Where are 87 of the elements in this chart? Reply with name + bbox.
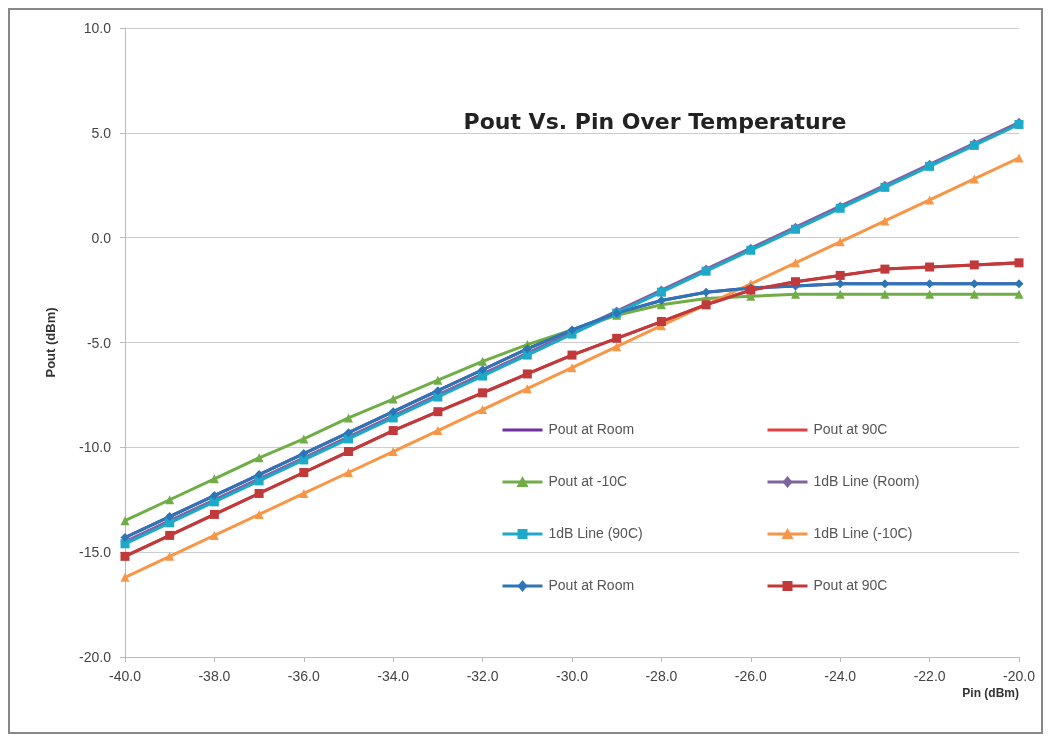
point [165,551,175,561]
legend-label: 1dB Line (Room) [813,473,920,489]
y-tick-label: -10.0 [79,439,112,456]
point [656,317,666,327]
x-tick-label: -30.0 [556,668,589,684]
legend-label: 1dB Line (-10C) [813,525,913,541]
y-tick-label: 10.0 [83,20,112,36]
point [791,258,800,268]
point [120,516,130,526]
point [791,289,800,299]
x-tick-label: -38.0 [198,668,231,684]
point [969,260,979,270]
point [925,262,935,272]
point [478,356,488,366]
point [388,407,398,417]
point [299,488,309,498]
point [478,405,488,415]
point [701,287,711,297]
point [344,413,353,423]
point [299,467,309,477]
point [209,491,219,501]
y-axis-title: Pout (dBm) [43,307,58,378]
point [254,488,264,498]
point [522,369,532,379]
point [1014,258,1024,268]
point [969,289,979,299]
y-tick-label: -20.0 [79,649,112,665]
x-tick-label: -20.0 [1003,668,1036,684]
legend-label: Pout at 90C [813,577,888,593]
legend-label: Pout at -10C [548,473,628,489]
point [433,375,443,385]
x-tick-label: -36.0 [287,668,320,684]
point [478,365,488,375]
point [835,270,845,280]
point [209,530,219,540]
y-tick-label: 5.0 [91,124,112,141]
point [120,572,130,582]
x-tick-label: -22.0 [913,668,946,684]
point [388,394,398,404]
point [612,333,622,343]
point [656,296,666,306]
legend-label: 1dB Line (90C) [548,525,643,541]
point [1014,289,1024,299]
point [791,277,800,287]
legend-label: Pout at Room [548,421,635,437]
point [925,289,935,299]
point [120,532,130,542]
point [165,530,175,540]
x-tick-label: -32.0 [466,668,499,684]
point [880,279,890,289]
x-axis-title: Pin (dBm) [962,686,1019,700]
legend-label: Pout at 90C [813,421,888,437]
x-tick-label: -26.0 [734,668,767,684]
point [388,447,398,457]
y-tick-label: -5.0 [86,334,112,351]
point [388,426,398,436]
legend-label: Pout at Room [548,577,635,593]
point [120,551,130,561]
point [344,467,353,477]
point [567,350,577,360]
point [567,363,577,373]
point [835,289,845,299]
point [254,509,264,519]
x-tick-label: -40.0 [109,668,142,684]
point [433,407,443,417]
point [344,447,353,457]
point [1014,153,1024,163]
point [254,470,264,480]
point [209,474,219,484]
text: Pout Vs. Pin Over Temperature [463,108,847,134]
x-tick-label: -28.0 [645,668,678,684]
point [478,388,488,398]
y-tick-label: -15.0 [79,544,112,561]
point [835,279,845,289]
point [433,426,443,436]
point [1014,279,1024,289]
point [880,264,890,274]
y-tick-label: 0.0 [91,229,112,246]
point [209,509,219,519]
x-tick-label: -34.0 [377,668,410,684]
point [433,386,443,396]
point [299,449,309,459]
point [880,289,890,299]
point [522,344,532,354]
point [165,512,175,522]
point [344,428,353,438]
x-tick-label: -24.0 [824,668,857,684]
